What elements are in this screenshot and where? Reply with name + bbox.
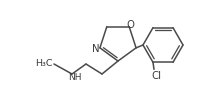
Text: Cl: Cl [150, 71, 160, 81]
Text: O: O [126, 20, 134, 30]
Text: N: N [92, 44, 99, 54]
Text: H₃C: H₃C [35, 59, 53, 68]
Text: NH: NH [68, 73, 81, 82]
